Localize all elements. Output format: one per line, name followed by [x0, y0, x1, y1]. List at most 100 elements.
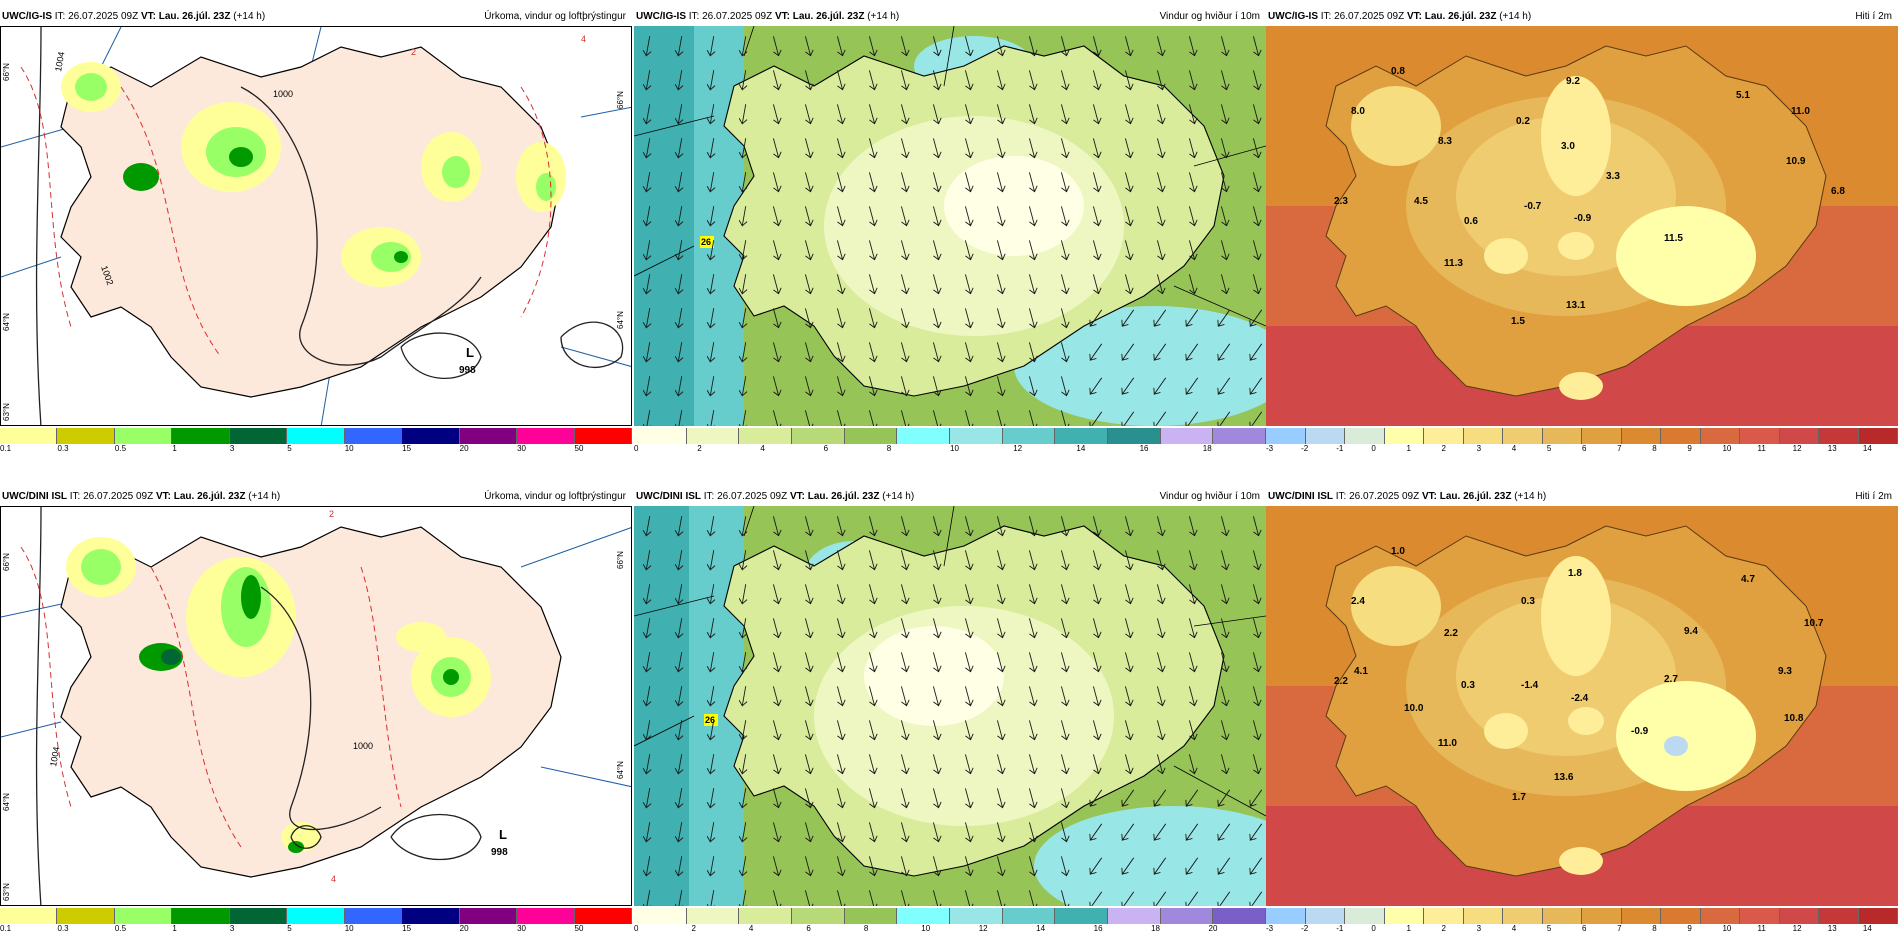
- field-title: Úrkoma, vindur og loftþrýstingur: [484, 11, 626, 22]
- temp-contour-label: 4: [331, 874, 336, 884]
- wind-arrow-icon: [964, 618, 974, 639]
- wind-arrow-icon: [1092, 138, 1102, 159]
- legend-swatch: [1107, 428, 1161, 444]
- wind-arrow-icon: [1089, 377, 1103, 395]
- wind-arrow-icon: [674, 308, 684, 329]
- wind-arrow-icon: [900, 36, 910, 57]
- legend-tick-label: 2: [691, 924, 696, 933]
- wind-arrow-icon: [738, 822, 748, 843]
- panel-dini-precip: UWC/DINI ISL IT: 26.07.2025 09Z VT: Lau.…: [0, 488, 632, 948]
- wind-arrow-icon: [738, 618, 748, 639]
- wind-arrow-icon: [932, 376, 942, 397]
- wind-map-svg: 26: [634, 26, 1266, 426]
- lat-label: 64°N: [616, 311, 625, 329]
- precip-map-svg: L 998 1000 1004 1002 66°N 64°N 63°N 64°N…: [1, 27, 631, 425]
- precip-map[interactable]: L 998 1000 1004 66°N 64°N 63°N 64°N 66°N…: [0, 506, 632, 906]
- temp-station-label: 3.3: [1606, 171, 1620, 182]
- wind-arrow-icon: [836, 516, 846, 537]
- wind-arrow-icon: [1188, 206, 1198, 227]
- wind-arrow-icon: [1220, 172, 1230, 193]
- legend-tick-label: 9: [1687, 924, 1692, 933]
- wind-arrow-icon: [1252, 70, 1262, 91]
- wind-arrow-icon: [1185, 411, 1199, 426]
- wind-map[interactable]: 26: [634, 506, 1266, 906]
- wind-arrow-icon: [706, 754, 716, 775]
- legend-swatch: [1503, 428, 1543, 444]
- wind-arrow-icon: [642, 856, 652, 877]
- wind-arrow-icon: [964, 104, 974, 125]
- wind-map[interactable]: 26: [634, 26, 1266, 426]
- wind-arrow-icon: [868, 274, 878, 295]
- wind-arrow-icon: [674, 652, 684, 673]
- legend-swatch: [1107, 908, 1161, 924]
- wind-arrow-icon: [1060, 274, 1070, 295]
- wind-arrow-icon: [932, 308, 942, 329]
- wind-arrow-icon: [804, 822, 814, 843]
- wind-arrow-icon: [1028, 70, 1038, 91]
- wind-arrow-icon: [1028, 308, 1038, 329]
- wind-arrow-icon: [836, 410, 846, 426]
- wind-arrow-icon: [868, 104, 878, 125]
- wind-arrow-icon: [674, 138, 684, 159]
- row-dini: UWC/DINI ISL IT: 26.07.2025 09Z VT: Lau.…: [0, 488, 1900, 948]
- wind-arrow-icon: [706, 516, 716, 537]
- legend-tick-label: 0.5: [114, 444, 127, 453]
- wind-arrow-icon: [706, 376, 716, 397]
- legend-swatch: [1779, 908, 1819, 924]
- wind-arrow-icon: [1124, 584, 1134, 605]
- wind-arrow-icon: [868, 70, 878, 91]
- wind-arrow-icon: [642, 36, 652, 57]
- wind-arrow-icon: [1121, 343, 1135, 361]
- lead-time: (+14 h): [1514, 491, 1547, 502]
- legend-tick-label: 6: [806, 924, 811, 933]
- wind-arrow-icon: [900, 822, 910, 843]
- wind-map-svg: 26: [634, 506, 1266, 906]
- temp-station-label: 9.2: [1566, 76, 1580, 87]
- wind-arrow-icon: [674, 516, 684, 537]
- legend-swatch: [844, 428, 898, 444]
- temp-station-label: 1.0: [1391, 546, 1405, 557]
- low-value: 998: [459, 365, 476, 376]
- temp-station-label: -0.7: [1524, 201, 1542, 212]
- legend-swatch: [1503, 908, 1543, 924]
- wind-arrow-icon: [706, 890, 716, 906]
- wind-arrow-icon: [868, 754, 878, 775]
- wind-arrow-icon: [674, 36, 684, 57]
- issue-time: IT: 26.07.2025 09Z: [69, 491, 154, 502]
- legend-tick-label: 4: [760, 444, 765, 453]
- lat-label: 66°N: [2, 553, 11, 571]
- temp-station-label: 1.8: [1568, 568, 1582, 579]
- wind-arrow-icon: [1060, 516, 1070, 537]
- wind-arrow-icon: [1156, 172, 1166, 193]
- wind-arrow-icon: [1092, 274, 1102, 295]
- legend-bar: [634, 428, 1266, 444]
- legend-swatch: [1779, 428, 1819, 444]
- wind-arrow-icon: [1220, 104, 1230, 125]
- legend-tick-label: 4: [1511, 924, 1517, 933]
- precip-map[interactable]: L 998 1000 1004 1002 66°N 64°N 63°N 64°N…: [0, 26, 632, 426]
- wind-arrow-icon: [1060, 36, 1070, 57]
- legend-swatch: [517, 428, 575, 444]
- wind-arrow-icon: [1124, 172, 1134, 193]
- legend-swatch: [1160, 908, 1214, 924]
- temp-map[interactable]: 0.8 9.2 5.1 8.0 8.3 0.2 3.0 11.0 10.9 3.3 6.8 2.3 4.…: [1266, 26, 1898, 426]
- legend-tick-label: 5: [287, 924, 292, 933]
- wind-arrow-icon: [1124, 206, 1134, 227]
- wind-arrow-icon: [1060, 172, 1070, 193]
- legend-tick-label: 8: [1652, 444, 1657, 453]
- wind-arrow-icon: [772, 240, 782, 261]
- wind-arrow-icon: [1185, 343, 1199, 361]
- gust-max: 26: [701, 237, 711, 247]
- temp-map[interactable]: 1.0 1.8 4.7 2.4 0.3 2.2 9.4 10.7 4.1 0.3 -1.4 9.3 2.…: [1266, 506, 1898, 906]
- panel-igis-precip: UWC/IG-IS IT: 26.07.2025 09Z VT: Lau. 26…: [0, 8, 632, 468]
- wind-arrow-icon: [1060, 376, 1070, 397]
- legend-tick-label: 10: [1722, 924, 1732, 933]
- model-name: UWC/DINI ISL: [1268, 491, 1333, 502]
- wind-arrow-icon: [804, 516, 814, 537]
- wind-arrow-icon: [868, 376, 878, 397]
- wind-arrow-icon: [996, 890, 1006, 906]
- wind-arrow-icon: [1060, 856, 1070, 877]
- legend-tick-label: 20: [459, 924, 469, 933]
- wind-arrow-icon: [964, 822, 974, 843]
- wind-arrow-icon: [996, 822, 1006, 843]
